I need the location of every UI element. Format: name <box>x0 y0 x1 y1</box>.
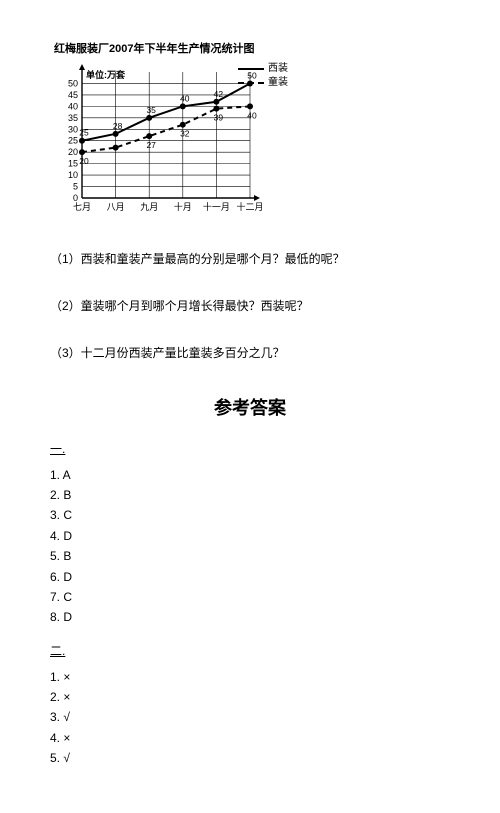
chart-container: 西装 童装 51015202530354045500单位:万套七月八月九月十月十… <box>50 60 280 220</box>
answer-item: 8. D <box>50 607 450 627</box>
svg-text:40: 40 <box>180 93 190 103</box>
svg-text:15: 15 <box>68 159 78 169</box>
svg-text:32: 32 <box>180 129 190 139</box>
section-1-label: 一. <box>50 440 450 457</box>
svg-text:25: 25 <box>79 128 89 138</box>
svg-text:42: 42 <box>214 89 224 99</box>
svg-text:九月: 九月 <box>140 202 158 212</box>
answer-item: 6. D <box>50 567 450 587</box>
answer-item: 2. B <box>50 485 450 505</box>
svg-text:35: 35 <box>68 113 78 123</box>
answer-item: 1. × <box>50 667 450 687</box>
answer-title: 参考答案 <box>50 394 450 420</box>
svg-text:七月: 七月 <box>73 202 91 212</box>
svg-text:35: 35 <box>146 105 156 115</box>
answer-list-2: 1. ×2. ×3. √4. ×5. √ <box>50 667 450 769</box>
answer-item: 5. B <box>50 546 450 566</box>
svg-text:50: 50 <box>68 78 78 88</box>
answer-item: 4. × <box>50 728 450 748</box>
svg-text:39: 39 <box>214 113 224 123</box>
answer-item: 2. × <box>50 687 450 707</box>
legend-label-b: 童装 <box>268 76 288 90</box>
svg-text:40: 40 <box>247 110 257 120</box>
chart-legend: 西装 童装 <box>238 62 288 90</box>
svg-text:八月: 八月 <box>107 202 125 212</box>
answer-list-1: 1. A2. B3. C4. D5. B6. D7. C8. D <box>50 465 450 628</box>
section-2-label: 二. <box>50 642 450 659</box>
svg-text:十一月: 十一月 <box>203 201 230 212</box>
answer-item: 7. C <box>50 587 450 607</box>
legend-dashed-line <box>238 82 264 84</box>
svg-text:45: 45 <box>68 90 78 100</box>
svg-text:25: 25 <box>68 136 78 146</box>
svg-text:10: 10 <box>68 170 78 180</box>
legend-label-a: 西装 <box>268 62 288 76</box>
answer-item: 3. C <box>50 505 450 525</box>
answer-item: 4. D <box>50 526 450 546</box>
svg-text:十月: 十月 <box>174 201 192 212</box>
answer-item: 5. √ <box>50 748 450 768</box>
svg-text:40: 40 <box>68 101 78 111</box>
svg-text:5: 5 <box>73 182 78 192</box>
svg-text:27: 27 <box>146 140 156 150</box>
question-1: （1）西装和童装产量最高的分别是哪个月？最低的呢？ <box>50 250 450 269</box>
chart-title: 红梅服装厂2007年下半年生产情况统计图 <box>54 40 450 56</box>
question-2: （2）童装哪个月到哪个月增长得最快？西装呢？ <box>50 297 450 316</box>
svg-text:单位:万套: 单位:万套 <box>86 69 126 80</box>
legend-solid-line <box>238 68 264 70</box>
svg-text:20: 20 <box>79 156 89 166</box>
svg-text:30: 30 <box>68 124 78 134</box>
answer-item: 1. A <box>50 465 450 485</box>
svg-text:20: 20 <box>68 147 78 157</box>
svg-text:十二月: 十二月 <box>236 201 263 212</box>
answer-item: 3. √ <box>50 707 450 727</box>
question-3: （3）十二月份西装产量比童装多百分之几？ <box>50 344 450 363</box>
svg-text:28: 28 <box>113 121 123 131</box>
